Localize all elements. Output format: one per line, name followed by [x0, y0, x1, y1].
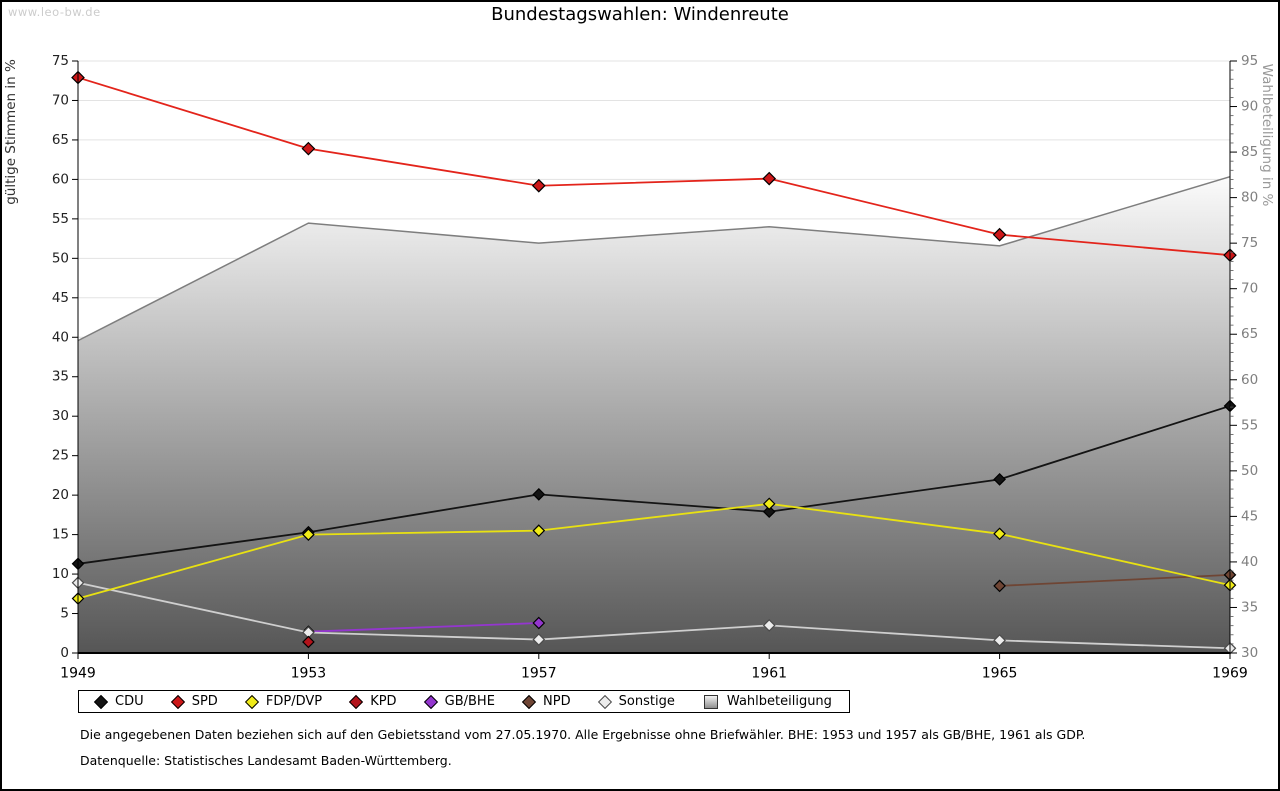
legend-item-gb-bhe: GB/BHE	[423, 694, 495, 709]
svg-text:55: 55	[52, 211, 69, 227]
data-point	[531, 178, 546, 193]
legend-diamond-icon	[423, 694, 438, 709]
svg-text:80: 80	[1241, 190, 1258, 206]
svg-text:60: 60	[52, 171, 69, 187]
legend-diamond-icon	[93, 694, 109, 709]
data-point	[762, 171, 777, 186]
svg-text:70: 70	[52, 92, 69, 108]
y-axis-right: 30 35 40 45 50 55 60 65 70 75 80 85 90 95	[1230, 53, 1258, 661]
series-line	[77, 502, 1231, 600]
svg-text:30: 30	[1241, 645, 1258, 661]
svg-text:1969: 1969	[1212, 666, 1248, 682]
data-point	[993, 472, 1006, 486]
legend-item-kpd: KPD	[349, 694, 397, 709]
data-point	[532, 616, 546, 630]
svg-text:70: 70	[1241, 281, 1258, 297]
legend-diamond-icon	[170, 694, 185, 709]
svg-text:55: 55	[1241, 417, 1258, 433]
svg-text:95: 95	[1241, 53, 1258, 69]
series-line	[77, 581, 1231, 650]
svg-text:1957: 1957	[521, 666, 557, 682]
series-area-wahlbeteiligung	[77, 175, 1231, 653]
series-line	[77, 76, 1231, 257]
legend-item-cdu: CDU	[93, 694, 144, 709]
data-point	[762, 497, 776, 511]
legend-diamond-icon	[244, 694, 259, 709]
series-line	[77, 405, 1231, 565]
legend-label: SPD	[191, 694, 218, 709]
legend-diamond-icon	[521, 694, 537, 709]
svg-text:75: 75	[52, 53, 69, 69]
data-point	[992, 227, 1007, 242]
y-axis-label-right: Wahlbeteiligung in %	[1259, 64, 1275, 207]
legend-label: CDU	[115, 694, 144, 709]
legend-item-fdp-dvp: FDP/DVP	[244, 694, 323, 709]
svg-text:30: 30	[52, 408, 69, 424]
footnote-line2: Datenquelle: Statistisches Landesamt Bad…	[80, 753, 452, 768]
svg-text:35: 35	[52, 369, 69, 385]
svg-text:90: 90	[1241, 99, 1258, 115]
data-point	[993, 527, 1006, 541]
legend-item-wahlbeteiligung: Wahlbeteiligung	[703, 694, 832, 709]
y-axis-label-left: gültige Stimmen in %	[3, 59, 19, 205]
legend-item-spd: SPD	[170, 694, 218, 709]
svg-text:40: 40	[52, 329, 69, 345]
svg-text:1965: 1965	[982, 666, 1018, 682]
legend-label: KPD	[370, 694, 397, 709]
svg-text:85: 85	[1241, 144, 1258, 160]
svg-text:25: 25	[52, 448, 69, 464]
series-line	[308, 622, 539, 633]
legend: CDU SPD FDP/DVP KPD GB/BHE NPD Sonstige Wahlbet…	[78, 690, 850, 713]
data-point	[532, 524, 546, 538]
svg-text:0: 0	[60, 645, 69, 661]
series-fdp-dvp	[71, 497, 1237, 605]
y-axis-left: 0 5 10 15 20 25 30 35 40 45 50 55 60 65 70 75	[52, 53, 78, 661]
svg-text:45: 45	[1241, 508, 1258, 524]
data-point	[993, 634, 1006, 647]
legend-square-icon	[703, 694, 718, 709]
x-axis: 1949 1953 1957 1961 1965 1969	[60, 653, 1248, 682]
svg-text:20: 20	[52, 487, 69, 503]
svg-text:65: 65	[1241, 326, 1258, 342]
page-title: Bundestagswahlen: Windenreute	[491, 4, 789, 25]
legend-diamond-icon	[349, 694, 364, 709]
svg-text:1961: 1961	[751, 666, 787, 682]
svg-text:1949: 1949	[60, 666, 96, 682]
data-point	[762, 505, 776, 519]
legend-diamond-icon	[597, 694, 612, 709]
svg-text:60: 60	[1241, 372, 1258, 388]
legend-label: FDP/DVP	[265, 694, 323, 709]
legend-label: NPD	[543, 694, 571, 709]
data-point	[302, 635, 315, 649]
svg-text:1953: 1953	[291, 666, 327, 682]
legend-label: Wahlbeteiligung	[726, 694, 832, 709]
data-point	[762, 619, 776, 632]
legend-item-npd: NPD	[521, 694, 571, 709]
legend-label: Sonstige	[618, 694, 675, 709]
svg-text:15: 15	[52, 527, 69, 543]
data-point	[532, 487, 546, 501]
svg-text:75: 75	[1241, 235, 1258, 251]
svg-text:40: 40	[1241, 554, 1258, 570]
svg-text:65: 65	[52, 132, 69, 148]
watermark: www.leo-bw.de	[8, 5, 101, 19]
svg-text:10: 10	[52, 566, 69, 582]
axes	[77, 61, 1231, 654]
data-point	[532, 633, 546, 646]
svg-text:45: 45	[52, 290, 69, 306]
legend-label: GB/BHE	[444, 694, 495, 709]
svg-text:50: 50	[52, 250, 69, 266]
data-point	[993, 579, 1006, 593]
svg-text:50: 50	[1241, 463, 1258, 479]
data-point	[301, 141, 316, 156]
svg-text:5: 5	[60, 606, 69, 622]
data-point	[302, 528, 315, 541]
svg-text:35: 35	[1241, 599, 1258, 615]
footnote-line1: Die angegebenen Daten beziehen sich auf …	[80, 727, 1086, 742]
legend-item-sonstige: Sonstige	[597, 694, 675, 709]
series-kpd	[302, 635, 315, 649]
